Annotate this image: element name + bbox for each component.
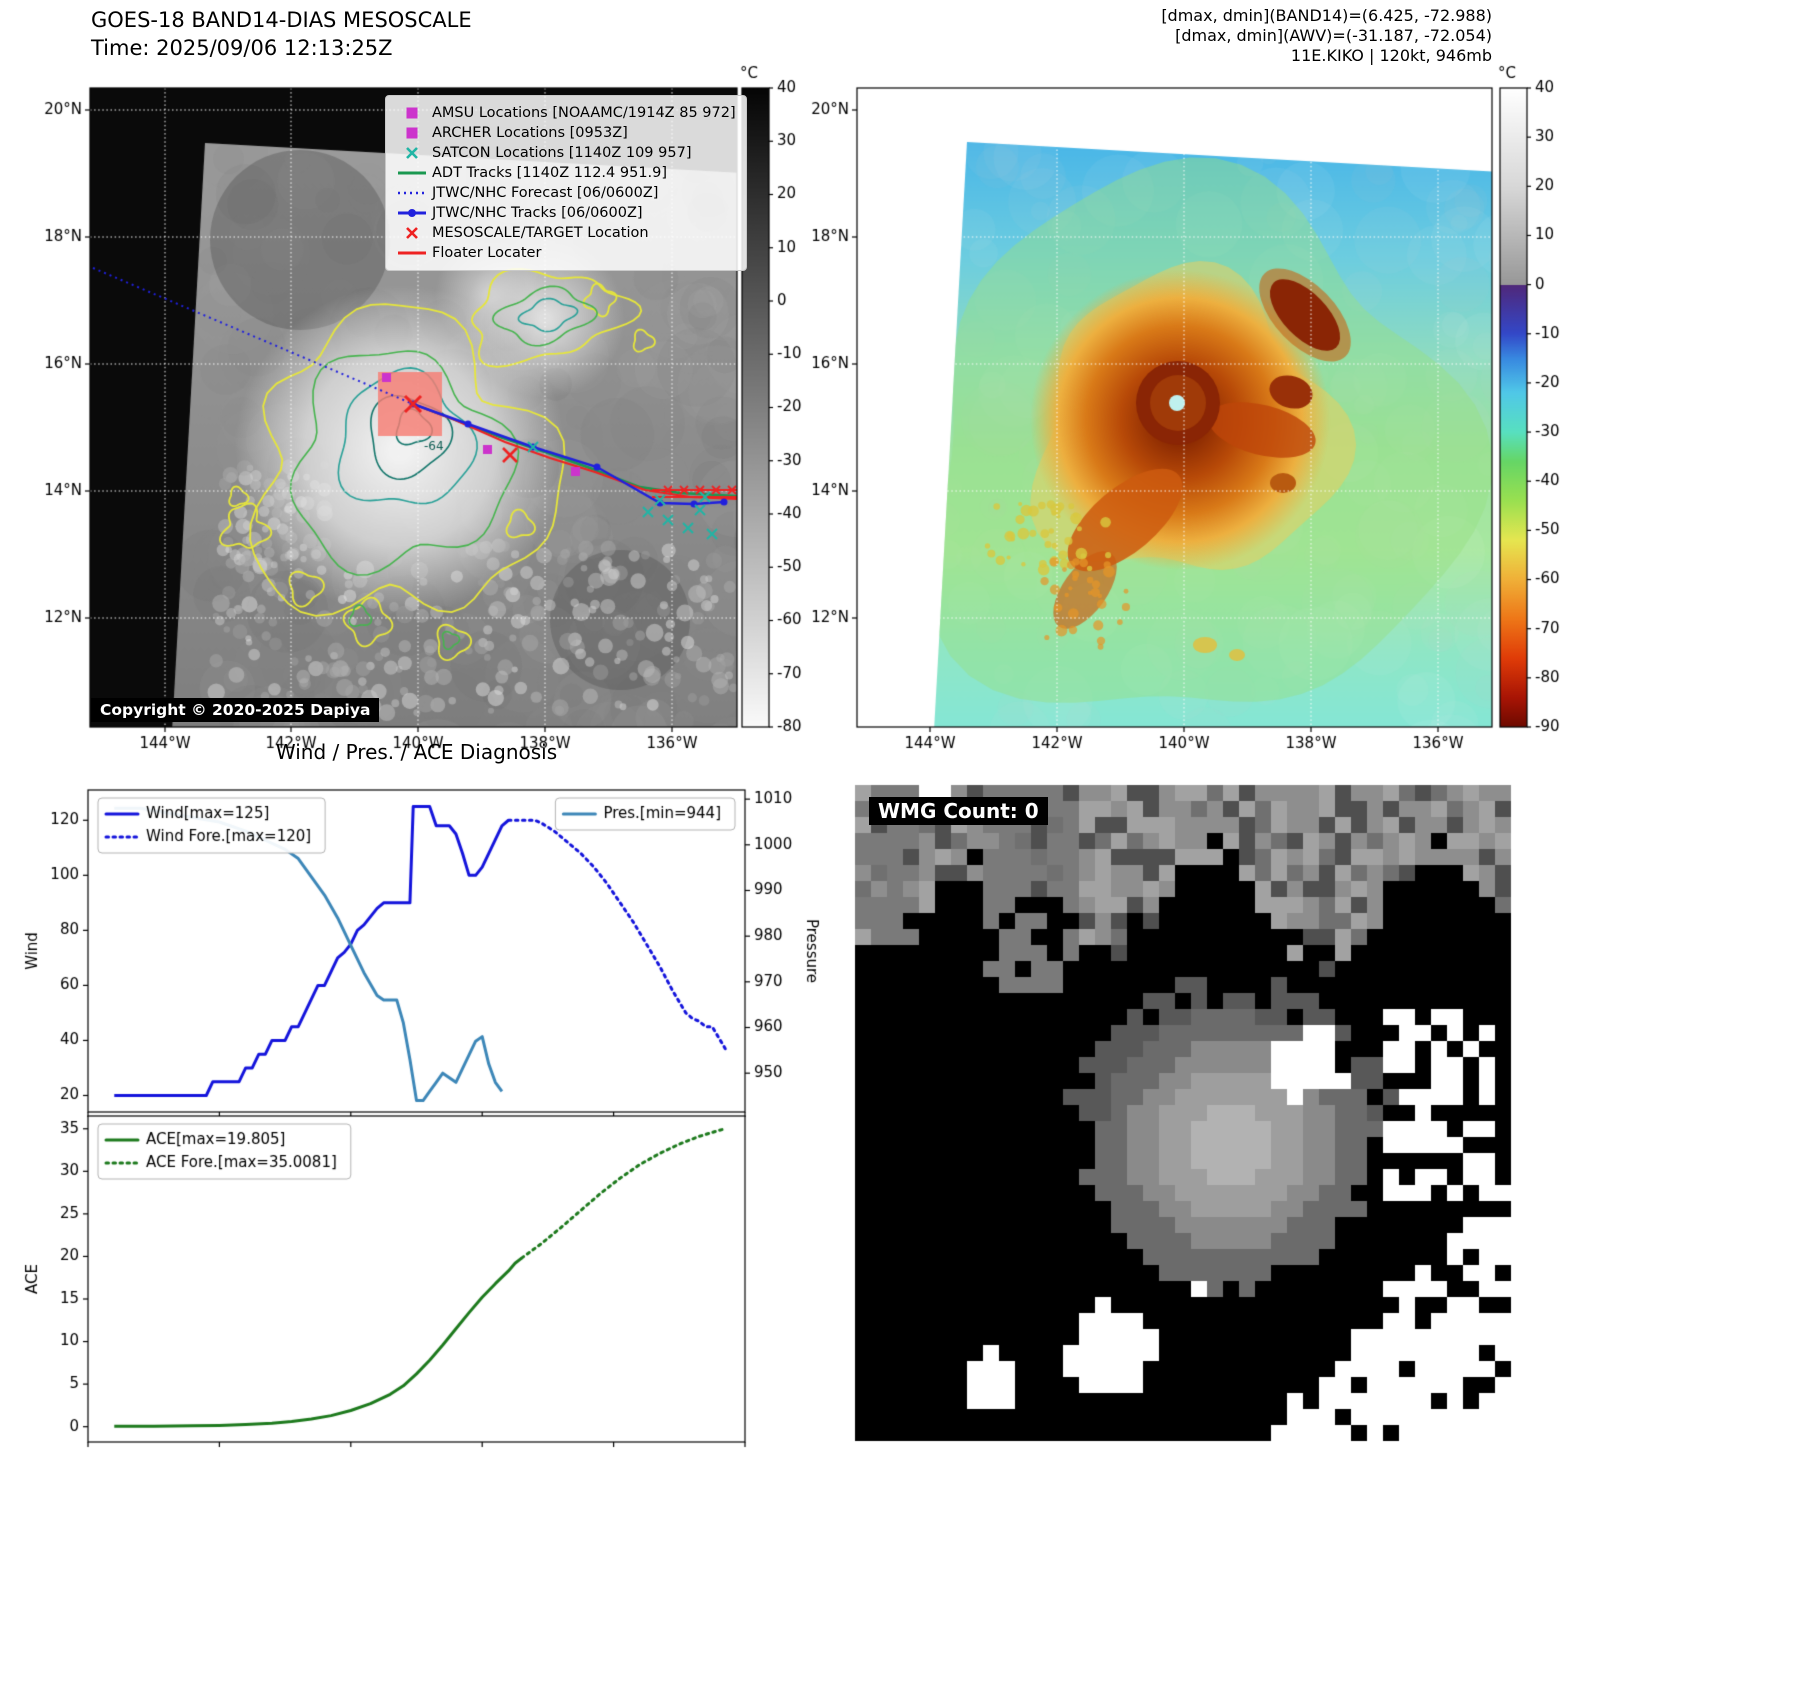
band14-header: GOES-18 BAND14-DIAS MESOSCALE Time: 2025… (91, 6, 472, 62)
legend-item-label: JTWC/NHC Tracks [06/0600Z] (432, 205, 643, 221)
legend-item: ARCHER Locations [0953Z] (394, 123, 736, 143)
legend-item: JTWC/NHC Forecast [06/0600Z] (394, 183, 736, 203)
square-marker-icon (394, 126, 430, 140)
dmax-dmin-band14: [dmax, dmin](BAND14)=(6.425, -72.988) (1161, 6, 1492, 25)
copyright-badge: Copyright © 2020-2025 Dapiya (91, 698, 380, 722)
legend-item-label: ARCHER Locations [0953Z] (432, 125, 628, 141)
wmg-count-badge: WMG Count: 0 (869, 797, 1048, 825)
legend-item-label: JTWC/NHC Forecast [06/0600Z] (432, 185, 659, 201)
figure-title: GOES-18 BAND14-DIAS MESOSCALE (91, 8, 472, 32)
x-marker-icon (394, 146, 430, 160)
square-marker-icon (394, 106, 430, 120)
legend-item-label: SATCON Locations [1140Z 109 957] (432, 145, 692, 161)
legend-item: Floater Locater (394, 243, 736, 263)
map-legend: AMSU Locations [NOAAMC/1914Z 85 972] ARCH… (385, 95, 747, 271)
line-dot-marker-icon (394, 206, 430, 220)
legend-item-label: AMSU Locations [NOAAMC/1914Z 85 972] (432, 105, 736, 121)
dmax-dmin-awv: [dmax, dmin](AWV)=(-31.187, -72.054) (1175, 26, 1492, 45)
legend-item-label: MESOSCALE/TARGET Location (432, 225, 649, 241)
legend-item: SATCON Locations [1140Z 109 957] (394, 143, 736, 163)
legend-item: MESOSCALE/TARGET Location (394, 223, 736, 243)
dotted-marker-icon (394, 186, 430, 200)
legend-item: JTWC/NHC Tracks [06/0600Z] (394, 203, 736, 223)
legend-item-label: Floater Locater (432, 245, 542, 261)
figure-time: Time: 2025/09/06 12:13:25Z (91, 36, 393, 60)
legend-item: ADT Tracks [1140Z 112.4 951.9] (394, 163, 736, 183)
x-marker-icon (394, 226, 430, 240)
line-marker-icon (394, 246, 430, 260)
awv-header: [dmax, dmin](BAND14)=(6.425, -72.988) [d… (1161, 6, 1492, 66)
legend-item-label: ADT Tracks [1140Z 112.4 951.9] (432, 165, 668, 181)
legend-item: AMSU Locations [NOAAMC/1914Z 85 972] (394, 103, 736, 123)
chart-title: Wind / Pres. / ACE Diagnosis (275, 740, 558, 764)
line-marker-icon (394, 166, 430, 180)
storm-info: 11E.KIKO | 120kt, 946mb (1290, 46, 1492, 65)
